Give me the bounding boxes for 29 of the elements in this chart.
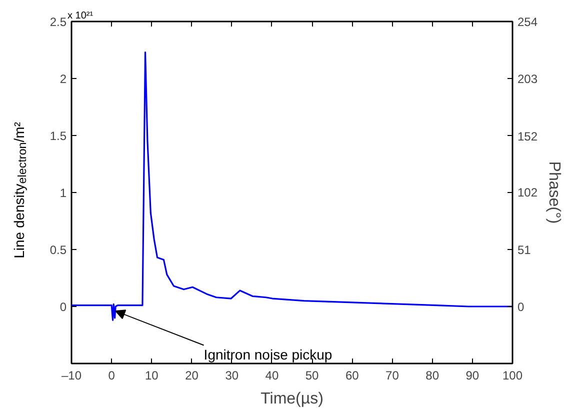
y-tick-label: 2 xyxy=(60,72,67,86)
x-tick-label: 100 xyxy=(502,368,523,382)
y-tick-label: 1 xyxy=(60,186,67,200)
y2-tick-label: 51 xyxy=(518,242,532,257)
x-tick-label: 30 xyxy=(225,368,239,382)
x-tick-label: 50 xyxy=(305,368,320,382)
y-tick-label: 1.5 xyxy=(50,129,67,143)
y-tick-label: 0.5 xyxy=(50,243,67,257)
y2-axis-title: Phase(°) xyxy=(546,161,563,224)
x-axis-title: Time(µs) xyxy=(260,390,324,408)
x-tick-label: 60 xyxy=(345,368,360,382)
annotation: Ignitron noise pickup xyxy=(204,346,332,362)
y2-tick-label: 0 xyxy=(518,300,524,314)
x-tick-label: 90 xyxy=(466,368,480,382)
y-tick-label: 2.5 xyxy=(50,15,67,29)
y2-tick-label: 152 xyxy=(518,129,538,144)
x-tick-label: –10 xyxy=(61,368,82,382)
y2-tick-label: 254 xyxy=(518,15,538,29)
y2-tick-label: 203 xyxy=(518,72,538,86)
x-tick-label: 10 xyxy=(145,368,159,382)
line-series xyxy=(72,51,512,321)
y2-tick-label: 102 xyxy=(518,186,538,200)
x-tick-label: 0 xyxy=(108,368,116,382)
annotation: x 10²¹ xyxy=(68,10,94,22)
x-tick-label: 40 xyxy=(265,368,279,382)
y-tick-label: 0 xyxy=(60,300,67,314)
x-tick-label: 80 xyxy=(426,368,440,382)
x-tick-label: 70 xyxy=(386,368,400,382)
x-tick-label: 20 xyxy=(185,368,199,382)
